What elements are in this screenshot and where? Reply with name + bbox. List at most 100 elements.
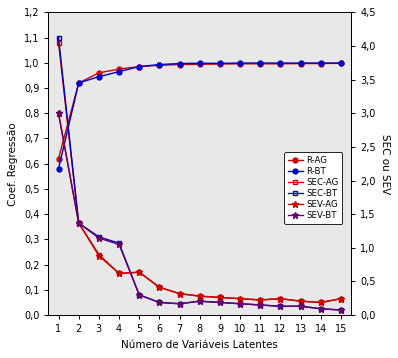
R-BT [278,61,283,65]
R-AG [218,62,222,66]
R-AG [157,63,162,67]
SEV-BT [238,301,242,306]
SEV-BT [339,308,343,312]
SEC-AG [218,295,222,300]
SEC-BT [76,221,81,225]
SEV-AG [137,270,142,274]
SEV-BT [157,300,162,305]
SEC-BT [238,301,242,306]
SEC-AG [76,221,81,225]
R-AG [117,67,121,71]
SEC-BT [318,307,323,311]
Line: SEC-BT: SEC-BT [56,35,343,313]
Legend: R-AG, R-BT, SEC-AG, SEC-BT, SEV-AG, SEV-BT: R-AG, R-BT, SEC-AG, SEC-BT, SEV-AG, SEV-… [284,152,342,224]
SEC-AG [339,296,343,301]
SEV-BT [177,301,182,306]
SEC-AG [238,296,242,301]
SEC-AG [137,270,142,274]
SEC-BT [117,241,121,245]
SEV-AG [96,254,101,258]
SEC-BT [197,299,202,303]
SEV-AG [298,299,303,303]
SEC-AG [318,300,323,305]
R-BT [238,61,242,65]
R-AG [298,62,303,66]
SEC-BT [177,301,182,306]
SEC-BT [137,293,142,297]
R-BT [218,61,222,66]
SEV-BT [298,304,303,308]
R-BT [117,69,121,74]
R-AG [197,62,202,67]
SEV-AG [318,300,323,305]
R-BT [177,62,182,66]
SEV-BT [218,300,222,305]
SEV-AG [56,111,61,115]
Y-axis label: Coef. Regressão: Coef. Regressão [8,122,18,205]
SEV-AG [177,291,182,296]
SEV-BT [197,299,202,303]
SEC-AG [298,299,303,303]
SEC-AG [258,298,263,302]
R-AG [76,81,81,85]
SEV-AG [278,296,283,301]
SEV-AG [218,295,222,300]
R-AG [96,71,101,75]
SEC-BT [218,300,222,305]
R-AG [56,156,61,161]
SEC-BT [96,235,101,239]
SEV-BT [278,304,283,308]
Line: R-AG: R-AG [56,61,343,161]
R-AG [137,64,142,69]
SEC-AG [96,252,101,257]
SEC-BT [56,35,61,40]
R-AG [339,61,343,66]
R-BT [298,61,303,65]
Line: R-BT: R-BT [56,61,343,171]
SEC-AG [197,294,202,298]
R-BT [157,62,162,67]
R-AG [318,62,323,66]
R-AG [177,62,182,67]
R-BT [197,61,202,66]
Line: SEC-AG: SEC-AG [56,40,343,305]
R-BT [318,61,323,65]
SEC-AG [177,291,182,296]
SEC-BT [339,308,343,312]
R-BT [96,74,101,79]
SEC-BT [157,300,162,305]
R-BT [56,166,61,171]
SEV-BT [137,293,142,297]
SEC-AG [278,296,283,301]
SEV-AG [238,296,242,301]
SEC-BT [258,303,263,307]
R-BT [137,64,142,69]
SEV-BT [117,242,121,247]
X-axis label: Número de Variáveis Latentes: Número de Variáveis Latentes [121,340,278,350]
R-BT [258,61,263,65]
SEV-AG [197,294,202,298]
SEC-BT [278,304,283,308]
R-BT [339,61,343,65]
R-BT [76,81,81,85]
SEV-BT [258,303,263,307]
SEV-AG [117,271,121,276]
SEV-BT [56,111,61,115]
SEV-AG [339,296,343,301]
SEV-AG [76,221,81,225]
Line: SEV-AG: SEV-AG [55,110,345,306]
SEC-AG [117,271,121,276]
SEV-BT [76,221,81,225]
R-AG [278,62,283,66]
Line: SEV-BT: SEV-BT [55,110,345,314]
SEV-BT [318,307,323,311]
SEC-AG [157,285,162,290]
R-AG [238,62,242,66]
SEC-AG [56,40,61,45]
SEV-BT [96,236,101,240]
SEV-AG [157,285,162,290]
R-AG [258,62,263,66]
SEC-BT [298,304,303,308]
Y-axis label: SEC ou SEV: SEC ou SEV [380,134,390,194]
SEV-AG [258,298,263,302]
